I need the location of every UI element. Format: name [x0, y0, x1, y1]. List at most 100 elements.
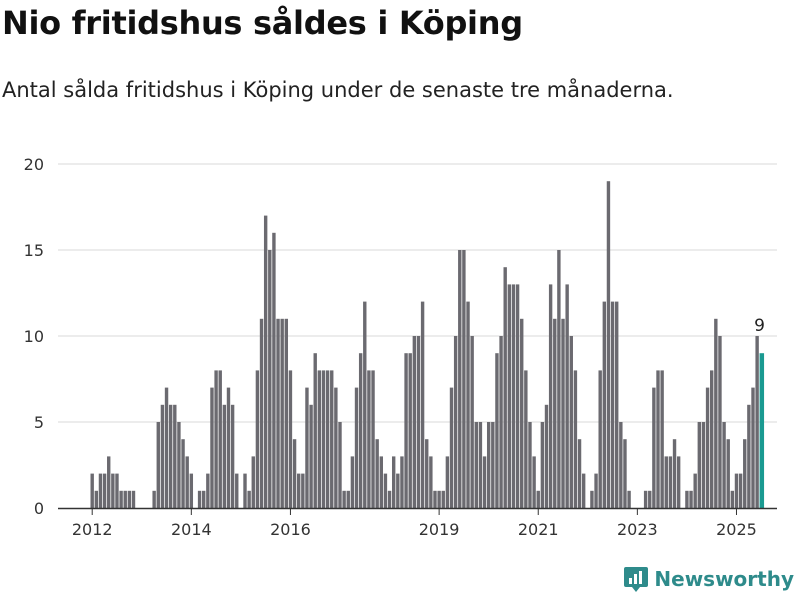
bar — [127, 490, 132, 508]
bar — [503, 267, 507, 508]
bar — [251, 456, 255, 508]
bar — [507, 284, 512, 508]
bar — [565, 284, 569, 508]
bar — [235, 473, 239, 508]
bar — [528, 422, 532, 508]
bar — [263, 215, 268, 508]
bar — [693, 473, 697, 508]
bar — [520, 318, 524, 508]
bar — [115, 473, 119, 508]
bar — [363, 301, 367, 508]
bar — [222, 404, 227, 508]
bar — [168, 404, 173, 508]
bar — [581, 473, 586, 508]
bar — [202, 490, 206, 508]
bar — [540, 422, 545, 508]
bar — [396, 473, 400, 508]
bar — [656, 370, 660, 508]
bar — [247, 490, 251, 508]
bar — [243, 473, 247, 508]
bar — [230, 404, 235, 508]
bar — [697, 422, 702, 508]
bar — [160, 404, 165, 508]
bar — [371, 370, 375, 508]
highlight-value-label: 9 — [754, 316, 765, 336]
bar — [102, 473, 107, 508]
bar — [185, 456, 189, 508]
bar — [610, 301, 615, 508]
bar — [131, 490, 136, 508]
bar — [309, 404, 313, 508]
bar — [119, 490, 123, 508]
bar — [321, 370, 326, 508]
bar — [652, 387, 656, 508]
bar — [206, 473, 210, 508]
bar — [346, 490, 350, 508]
brand-name: Newsworthy — [654, 567, 794, 591]
bar — [590, 490, 594, 508]
bar — [325, 370, 330, 508]
bar — [379, 456, 383, 508]
highlight-bar — [759, 353, 765, 508]
bar — [317, 370, 322, 508]
bar — [404, 353, 408, 508]
bar — [391, 456, 396, 508]
bar — [453, 336, 458, 508]
bar — [486, 422, 491, 508]
bar — [532, 456, 536, 508]
chart-subtitle: Antal sålda fritidshus i Köping under de… — [2, 78, 674, 102]
bar — [544, 404, 549, 508]
bar — [606, 181, 611, 508]
bar — [685, 490, 689, 508]
bar — [276, 318, 280, 508]
bar — [437, 490, 441, 508]
bar — [495, 353, 499, 508]
bar — [515, 284, 520, 508]
bar — [643, 490, 648, 508]
bar — [714, 318, 718, 508]
bar — [672, 439, 677, 508]
bar — [90, 473, 94, 508]
bar — [482, 456, 487, 508]
bar — [726, 439, 730, 508]
bar — [342, 490, 346, 508]
bar — [676, 456, 681, 508]
bar — [288, 370, 293, 508]
bar — [367, 370, 371, 508]
bar — [499, 336, 503, 508]
bar — [358, 353, 363, 508]
bar — [557, 250, 561, 508]
bar — [164, 387, 169, 508]
bar — [123, 490, 127, 508]
brand: Newsworthy — [624, 562, 794, 596]
y-tick-label: 0 — [34, 499, 44, 518]
bar — [598, 370, 602, 508]
bar — [181, 439, 185, 508]
bar — [94, 490, 99, 508]
bar — [177, 422, 181, 508]
y-tick-label: 20 — [24, 155, 44, 174]
bar — [354, 387, 359, 508]
x-tick-label: 2023 — [617, 520, 658, 539]
x-tick-label: 2021 — [518, 520, 559, 539]
bar — [577, 439, 582, 508]
bar — [387, 490, 392, 508]
bar — [722, 422, 726, 508]
x-tick-label: 2025 — [716, 520, 757, 539]
bar — [420, 301, 425, 508]
bar — [474, 422, 478, 508]
bar — [408, 353, 412, 508]
bar — [478, 422, 483, 508]
bar — [255, 370, 260, 508]
bar — [350, 456, 355, 508]
bar — [730, 490, 735, 508]
bar — [383, 473, 388, 508]
bar — [292, 439, 297, 508]
bar — [156, 422, 160, 508]
y-tick-label: 5 — [34, 413, 44, 432]
bar — [445, 456, 450, 508]
bar — [305, 387, 309, 508]
bar — [718, 336, 722, 508]
x-tick-label: 2012 — [72, 520, 113, 539]
bar — [272, 232, 276, 509]
